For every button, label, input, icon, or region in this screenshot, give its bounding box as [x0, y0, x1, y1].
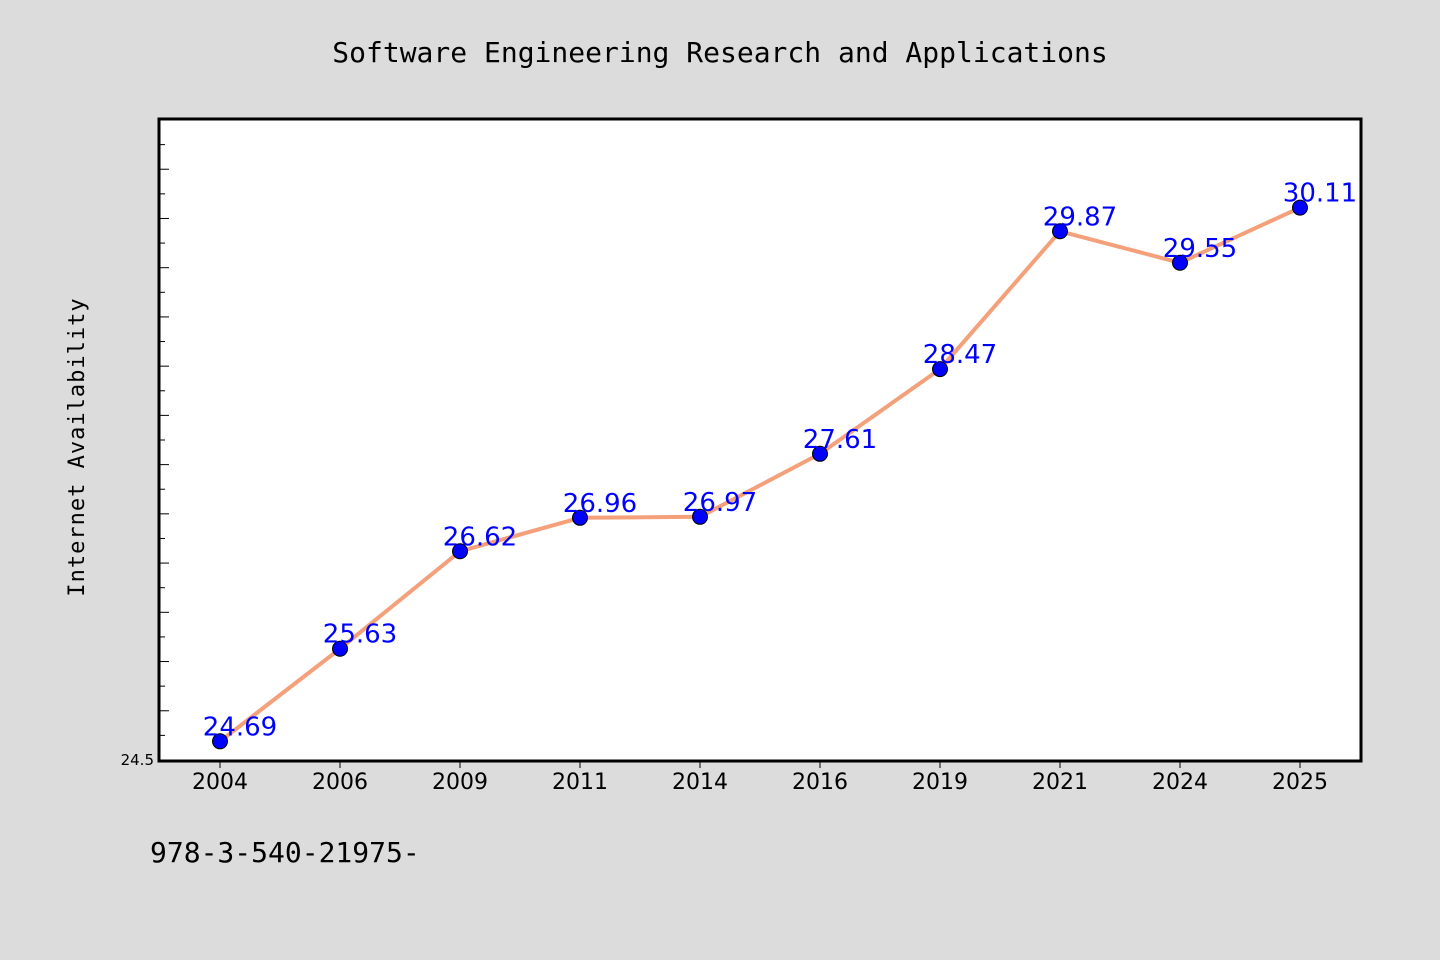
data-point: [1292, 199, 1308, 216]
data-point: [212, 733, 228, 750]
x-axis-ticks: 2004 2006 2009 2011 2014 2016 2019 2021 2024 2025: [192, 760, 1328, 795]
data-label: 26.62: [443, 522, 517, 552]
footnote-isbn: 978-3-540-21975-: [150, 836, 420, 869]
data-point: [1052, 223, 1068, 240]
x-tick-label: 2009: [432, 770, 488, 795]
data-point: [1172, 254, 1188, 271]
x-tick-label: 2025: [1272, 770, 1328, 795]
data-point: [332, 640, 348, 657]
data-label: 25.63: [323, 620, 397, 650]
x-tick-label: 2024: [1152, 770, 1208, 795]
y-axis-label: Internet Availability: [65, 297, 90, 596]
data-label: 29.87: [1043, 202, 1117, 232]
data-point: [572, 509, 588, 526]
data-series: [212, 199, 1308, 750]
x-tick-label: 2019: [912, 770, 968, 795]
data-label: 30.11: [1283, 179, 1357, 209]
x-tick-label: 2011: [552, 770, 608, 795]
data-point: [452, 543, 468, 560]
data-label: 29.55: [1163, 234, 1237, 264]
x-tick-label: 2004: [192, 770, 248, 795]
chart-title: Software Engineering Research and Applic…: [332, 36, 1107, 69]
data-label: 27.61: [803, 425, 877, 455]
data-label: 26.97: [683, 488, 757, 518]
data-point: [812, 445, 828, 462]
plot-area: [157, 117, 1363, 763]
x-tick-label: 2021: [1032, 770, 1088, 795]
series-line: [218, 205, 1302, 744]
x-tick-label: 2016: [792, 770, 848, 795]
data-label: 26.96: [563, 489, 637, 519]
x-tick-label: 2006: [312, 770, 368, 795]
data-point: [692, 508, 708, 525]
y-axis-ticks: 24.5: [121, 119, 169, 769]
data-label: 28.47: [923, 340, 997, 370]
data-label: 24.69: [203, 712, 277, 742]
y-tick-label: 24.5: [121, 751, 154, 769]
x-tick-label: 2014: [672, 770, 728, 795]
data-point: [932, 361, 948, 378]
data-labels: 24.69 25.63 26.62 26.96 26.97 27.61 28.47 29.87…: [203, 179, 1357, 743]
